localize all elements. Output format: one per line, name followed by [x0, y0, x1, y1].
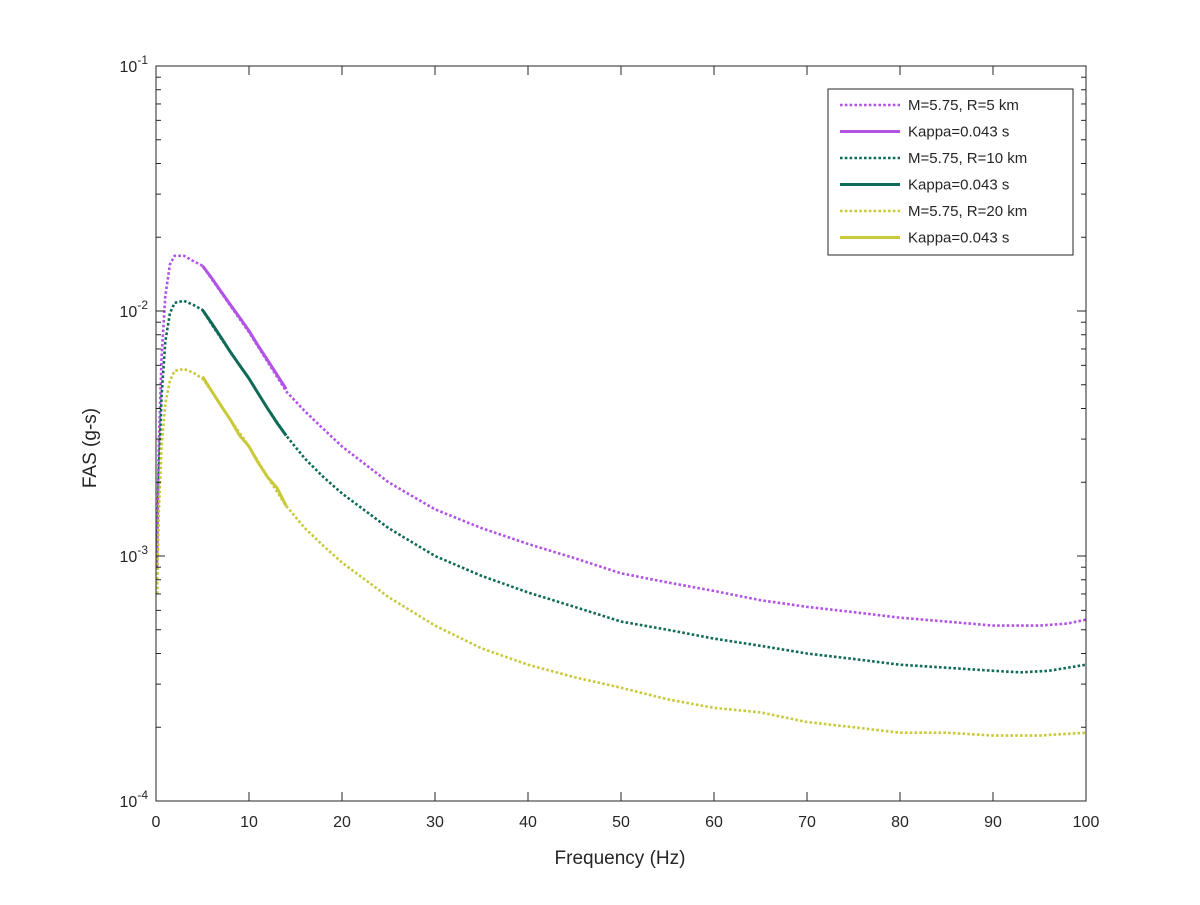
legend-entry-0: M=5.75, R=5 km [908, 97, 1019, 114]
x-tick-label-8: 80 [891, 814, 909, 831]
x-tick-label-3: 30 [426, 814, 444, 831]
x-tick-label-2: 20 [333, 814, 351, 831]
x-tick-label-9: 90 [984, 814, 1002, 831]
x-tick-label-0: 0 [152, 814, 161, 831]
x-axis-label: Frequency (Hz) [555, 848, 686, 869]
y-axis-label: FAS (g-s) [80, 408, 101, 488]
series-line-0 [155, 254, 1087, 627]
y-tick-label-3: 10-1 [120, 53, 149, 76]
legend-entry-4: M=5.75, R=20 km [908, 203, 1027, 220]
legend-entry-2: M=5.75, R=10 km [908, 150, 1027, 167]
series-line-3 [201, 309, 288, 437]
legend-entry-5: Kappa=0.043 s [908, 230, 1009, 247]
x-tick-label-5: 50 [612, 814, 630, 831]
y-tick-label-1: 10-3 [120, 543, 149, 566]
series-layer [155, 254, 1087, 737]
x-tick-label-4: 40 [519, 814, 537, 831]
legend-box [827, 88, 1074, 256]
series-line-1 [201, 264, 288, 390]
y-tick-label-2: 10-2 [120, 298, 149, 321]
x-tick-label-7: 70 [798, 814, 816, 831]
y-tick-label-0: 10-4 [120, 788, 149, 811]
series-line-4 [155, 367, 1087, 737]
x-tick-label-1: 10 [240, 814, 258, 831]
x-tick-label-6: 60 [705, 814, 723, 831]
series-line-5 [201, 375, 288, 507]
x-tick-label-10: 100 [1073, 814, 1100, 831]
axes-layer: 0 10 20 30 40 50 60 70 80 90 100 10-4 10-3 10-2 10-1 [120, 53, 1100, 831]
legend-entry-3: Kappa=0.043 s [908, 177, 1009, 194]
legend-entry-1: Kappa=0.043 s [908, 124, 1009, 141]
legend: M=5.75, R=5 km Kappa=0.043 s M=5.75, R=10 … [827, 88, 1074, 256]
